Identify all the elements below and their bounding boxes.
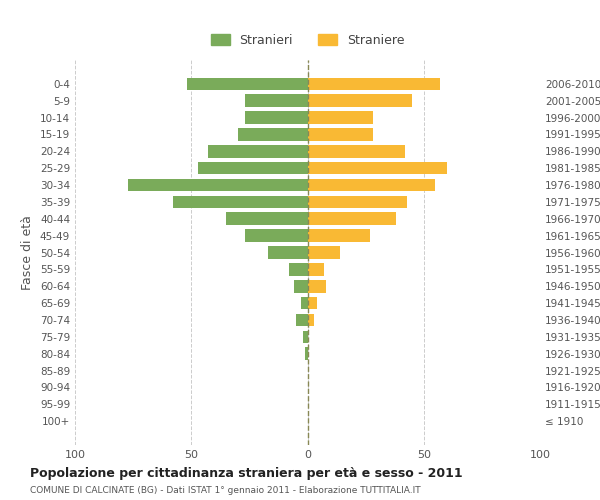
Bar [208, 145, 308, 158]
Bar [308, 78, 440, 90]
Bar [296, 314, 308, 326]
Bar [308, 280, 326, 292]
Bar [187, 78, 308, 90]
Bar [308, 314, 314, 326]
Bar [128, 178, 308, 192]
Bar [303, 330, 308, 343]
Bar [173, 196, 308, 208]
Bar [245, 111, 308, 124]
Bar [226, 212, 308, 225]
Bar [308, 196, 407, 208]
Bar [301, 297, 308, 310]
Bar [245, 94, 308, 107]
Bar [289, 263, 308, 276]
Bar [308, 212, 396, 225]
Bar [308, 178, 436, 192]
Bar [308, 128, 373, 141]
Bar [198, 162, 308, 174]
Bar [308, 263, 324, 276]
Y-axis label: Fasce di età: Fasce di età [22, 215, 34, 290]
Bar [308, 94, 412, 107]
Bar [293, 280, 308, 292]
Bar [245, 230, 308, 242]
Text: COMUNE DI CALCINATE (BG) - Dati ISTAT 1° gennaio 2011 - Elaborazione TUTTITALIA.: COMUNE DI CALCINATE (BG) - Dati ISTAT 1°… [30, 486, 421, 495]
Bar [308, 230, 370, 242]
Bar [308, 297, 317, 310]
Bar [308, 111, 373, 124]
Bar [305, 348, 308, 360]
Bar [268, 246, 308, 259]
Bar [308, 145, 405, 158]
Bar [238, 128, 308, 141]
Legend: Stranieri, Straniere: Stranieri, Straniere [205, 28, 410, 53]
Bar [308, 162, 447, 174]
Bar [308, 246, 340, 259]
Text: Popolazione per cittadinanza straniera per età e sesso - 2011: Popolazione per cittadinanza straniera p… [30, 467, 463, 480]
